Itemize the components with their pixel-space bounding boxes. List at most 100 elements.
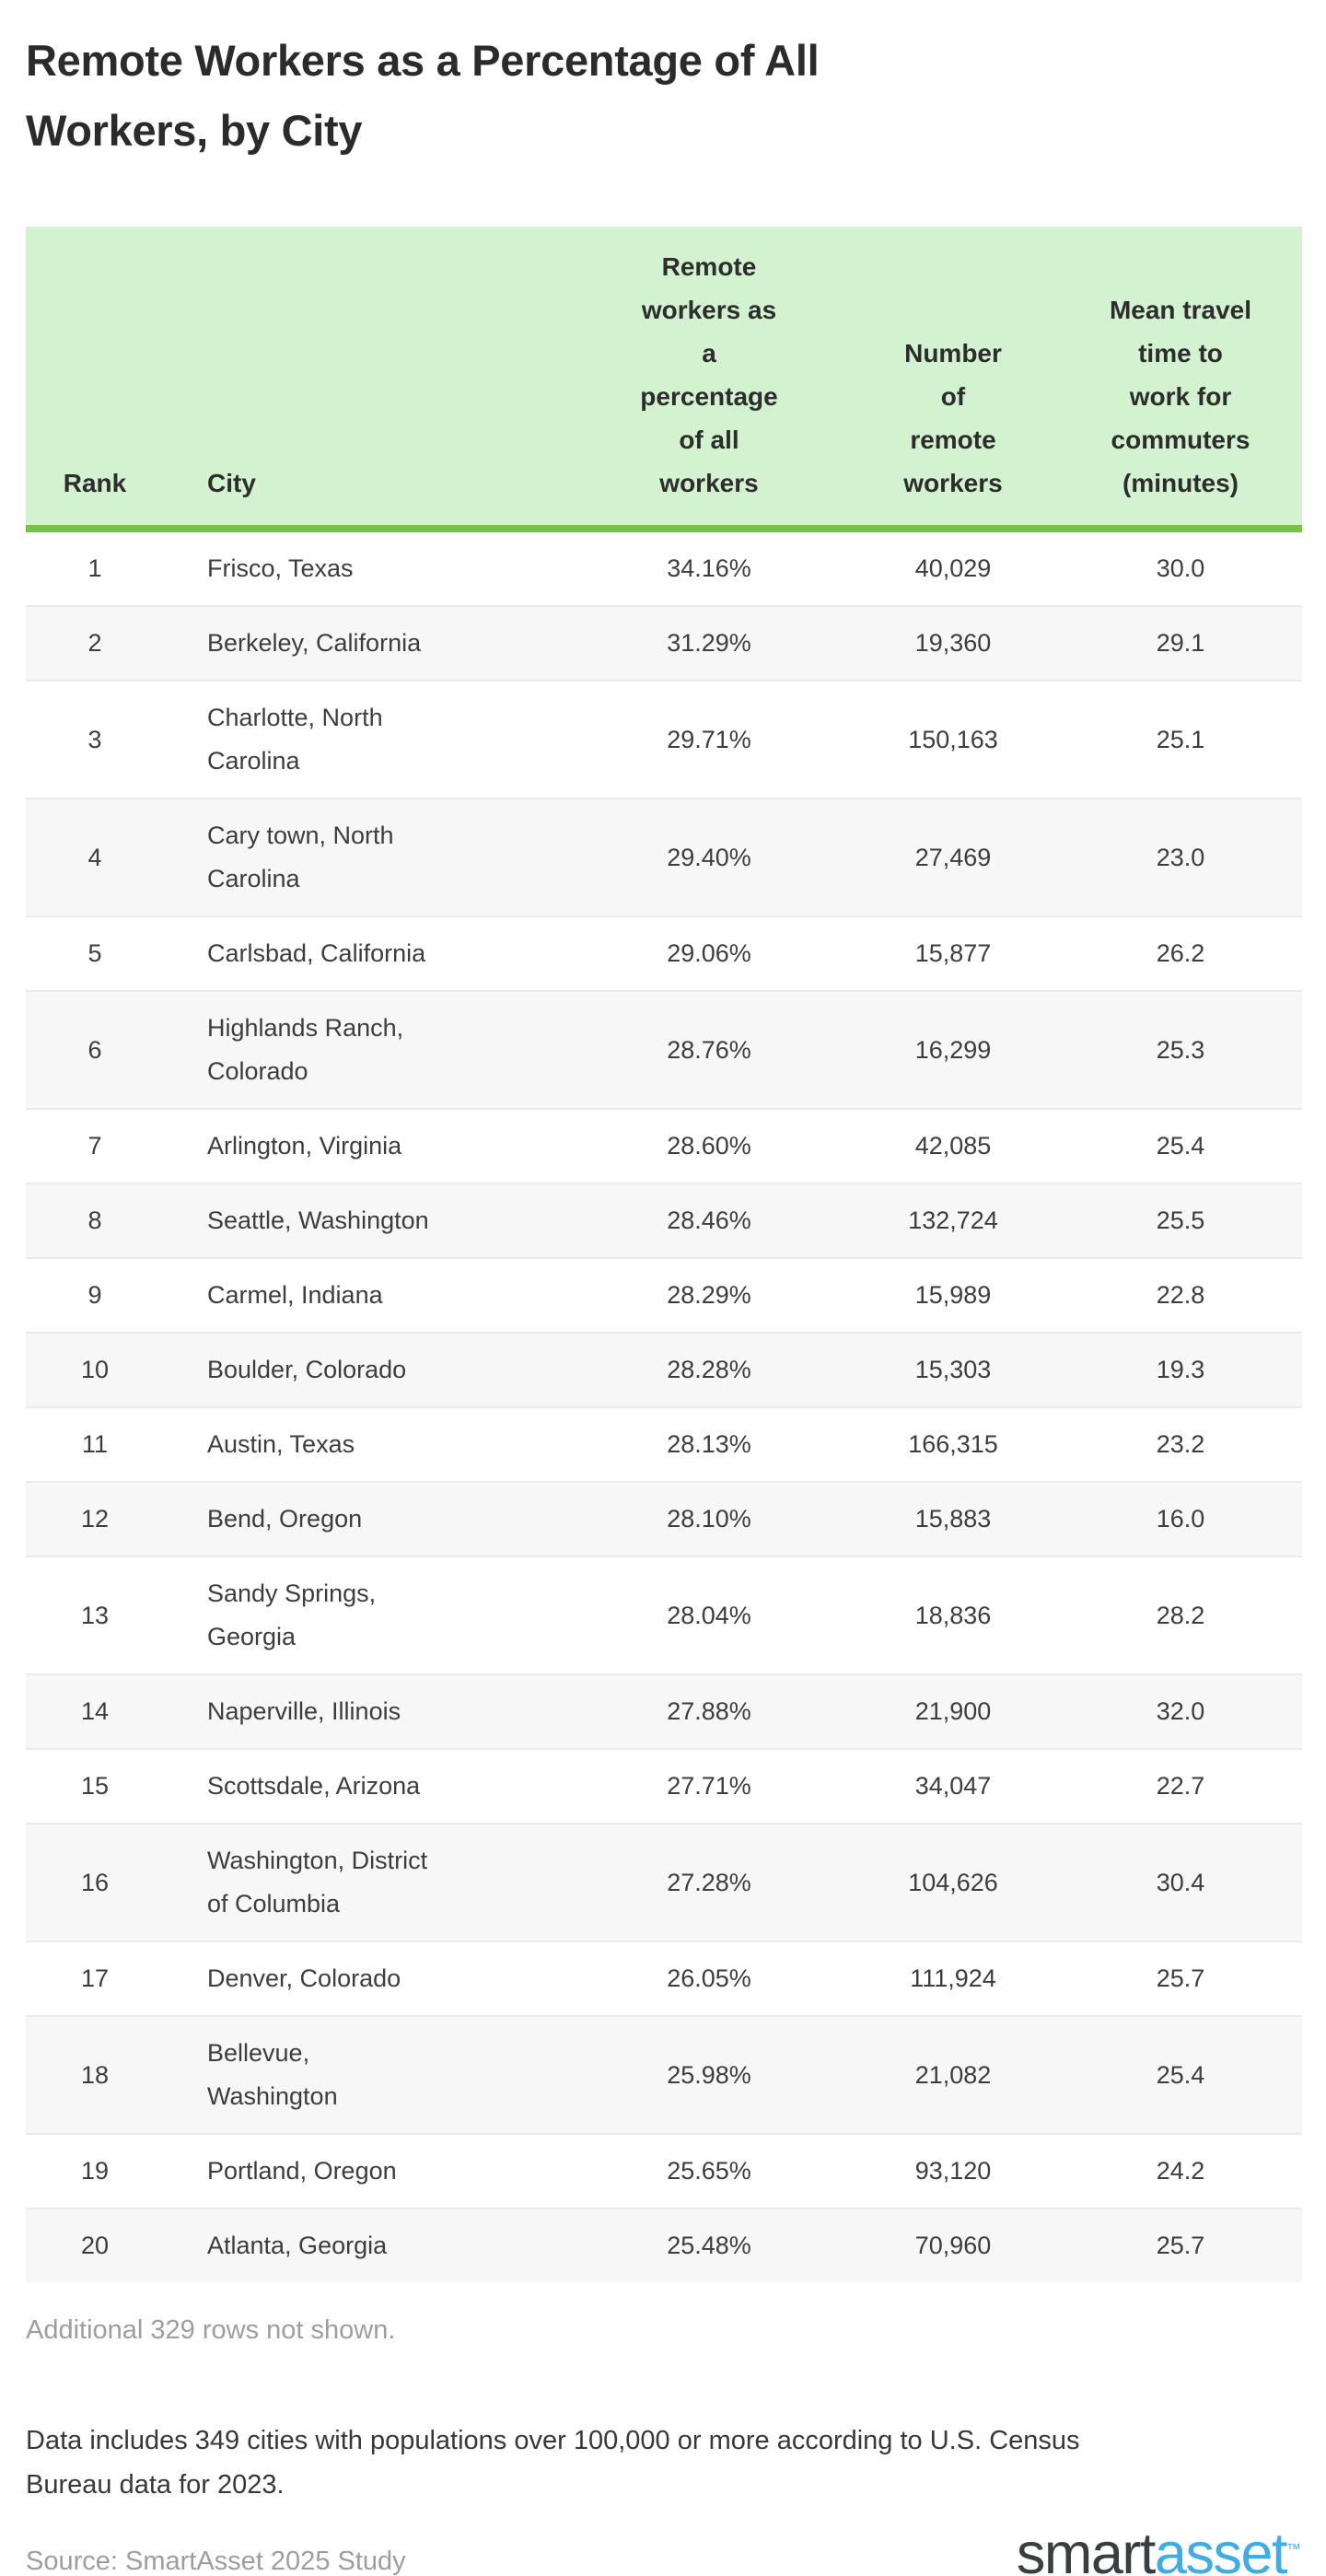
num-cell: 18,836 bbox=[914, 1601, 992, 1629]
rank-cell: 16 bbox=[80, 1868, 110, 1896]
num-cell: 93,120 bbox=[914, 2157, 992, 2185]
pct-cell: 29.06% bbox=[667, 939, 751, 967]
city-cell: Sandy Springs, Georgia bbox=[207, 1579, 377, 1650]
city-cell: Carlsbad, California bbox=[207, 939, 426, 967]
source-text: Source: SmartAsset 2025 Study bbox=[26, 2547, 406, 2576]
table-row: 17 Denver, Colorado 26.05% 111,924 25.7 bbox=[26, 1941, 1302, 2016]
column-header-remote-num: Number of remote workers bbox=[847, 227, 1059, 529]
rank-cell: 3 bbox=[87, 725, 102, 753]
rank-cell: 4 bbox=[87, 843, 102, 871]
travel-cell: 30.4 bbox=[1156, 1868, 1205, 1896]
table-row: 2 Berkeley, California 31.29% 19,360 29.1 bbox=[26, 606, 1302, 681]
city-cell: Naperville, Illinois bbox=[207, 1697, 401, 1725]
num-cell: 70,960 bbox=[914, 2232, 992, 2259]
remote-workers-table: Rank City Remote workers as a percentage… bbox=[26, 227, 1302, 2282]
pct-cell: 28.29% bbox=[667, 1281, 751, 1309]
city-cell: Frisco, Texas bbox=[207, 554, 354, 582]
pct-cell: 28.60% bbox=[667, 1132, 751, 1160]
travel-cell: 25.5 bbox=[1156, 1206, 1205, 1234]
num-cell: 34,047 bbox=[914, 1772, 992, 1800]
num-cell: 19,360 bbox=[914, 629, 992, 657]
travel-cell: 23.2 bbox=[1156, 1430, 1205, 1458]
travel-cell: 25.4 bbox=[1156, 2060, 1205, 2089]
num-cell: 16,299 bbox=[914, 1035, 992, 1064]
travel-cell: 28.2 bbox=[1156, 1601, 1205, 1629]
travel-cell: 24.2 bbox=[1156, 2157, 1205, 2185]
column-header-travel-time: Mean travel time to work for commuters (… bbox=[1059, 227, 1302, 529]
table-row: 13 Sandy Springs, Georgia 28.04% 18,836 28.2 bbox=[26, 1556, 1302, 1674]
pct-cell: 28.28% bbox=[667, 1356, 751, 1383]
rank-cell: 8 bbox=[87, 1206, 102, 1234]
smartasset-logo: smartasset™ bbox=[1017, 2525, 1301, 2576]
num-cell: 27,469 bbox=[914, 843, 992, 871]
city-cell: Bellevue, Washington bbox=[207, 2039, 338, 2110]
travel-cell: 25.7 bbox=[1156, 2232, 1205, 2259]
pct-cell: 31.29% bbox=[667, 629, 751, 657]
trademark-symbol: ™ bbox=[1286, 2542, 1301, 2558]
num-cell: 21,900 bbox=[914, 1697, 992, 1725]
travel-cell: 30.0 bbox=[1156, 554, 1205, 582]
table-row: 12 Bend, Oregon 28.10% 15,883 16.0 bbox=[26, 1482, 1302, 1556]
table-row: 15 Scottsdale, Arizona 27.71% 34,047 22.7 bbox=[26, 1749, 1302, 1824]
rank-cell: 17 bbox=[80, 1964, 110, 1992]
table-row: 10 Boulder, Colorado 28.28% 15,303 19.3 bbox=[26, 1333, 1302, 1407]
rank-cell: 19 bbox=[80, 2157, 110, 2185]
travel-cell: 22.7 bbox=[1156, 1772, 1205, 1800]
additional-rows-note: Additional 329 rows not shown. bbox=[26, 2315, 396, 2345]
pct-cell: 28.04% bbox=[667, 1601, 751, 1629]
pct-cell: 27.88% bbox=[667, 1697, 751, 1725]
travel-cell: 23.0 bbox=[1156, 843, 1205, 871]
rank-cell: 2 bbox=[87, 629, 102, 657]
travel-cell: 25.1 bbox=[1156, 725, 1205, 753]
rank-cell: 13 bbox=[80, 1601, 110, 1629]
city-cell: Seattle, Washington bbox=[207, 1206, 429, 1234]
num-cell: 166,315 bbox=[908, 1430, 998, 1458]
table-row: 1 Frisco, Texas 34.16% 40,029 30.0 bbox=[26, 529, 1302, 606]
travel-cell: 25.4 bbox=[1156, 1132, 1205, 1160]
rank-cell: 11 bbox=[81, 1430, 109, 1458]
pct-cell: 26.05% bbox=[667, 1964, 751, 1992]
city-cell: Bend, Oregon bbox=[207, 1505, 363, 1533]
rank-cell: 14 bbox=[80, 1697, 110, 1725]
rank-cell: 6 bbox=[87, 1035, 102, 1064]
city-cell: Austin, Texas bbox=[207, 1430, 355, 1458]
travel-cell: 25.3 bbox=[1156, 1035, 1205, 1064]
num-cell: 15,877 bbox=[914, 939, 992, 967]
data-source-note: Data includes 349 cities with population… bbox=[26, 2426, 1080, 2500]
logo-text-asset: asset bbox=[1154, 2522, 1288, 2576]
num-cell: 21,082 bbox=[914, 2060, 992, 2089]
travel-cell: 26.2 bbox=[1156, 939, 1205, 967]
num-cell: 15,303 bbox=[914, 1356, 992, 1383]
city-cell: Highlands Ranch, Colorado bbox=[207, 1014, 404, 1085]
table-row: 11 Austin, Texas 28.13% 166,315 23.2 bbox=[26, 1407, 1302, 1482]
column-header-city: City bbox=[164, 227, 571, 529]
city-cell: Cary town, North Carolina bbox=[207, 822, 394, 892]
travel-cell: 29.1 bbox=[1156, 629, 1205, 657]
num-cell: 15,883 bbox=[914, 1505, 992, 1533]
table-row: 9 Carmel, Indiana 28.29% 15,989 22.8 bbox=[26, 1258, 1302, 1333]
table-row: 20 Atlanta, Georgia 25.48% 70,960 25.7 bbox=[26, 2209, 1302, 2282]
pct-cell: 28.46% bbox=[667, 1206, 751, 1234]
pct-cell: 28.76% bbox=[667, 1035, 751, 1064]
num-cell: 150,163 bbox=[908, 725, 998, 753]
table-row: 3 Charlotte, North Carolina 29.71% 150,163 2… bbox=[26, 681, 1302, 798]
column-header-rank: Rank bbox=[26, 227, 164, 529]
pct-cell: 27.28% bbox=[667, 1868, 751, 1896]
pct-cell: 28.10% bbox=[667, 1505, 751, 1533]
table-body: 1 Frisco, Texas 34.16% 40,029 30.0 2 Berkeley,… bbox=[26, 529, 1302, 2282]
table-header: Rank City Remote workers as a percentage… bbox=[26, 227, 1302, 529]
pct-cell: 25.98% bbox=[667, 2060, 751, 2089]
num-cell: 15,989 bbox=[914, 1281, 992, 1309]
pct-cell: 29.71% bbox=[667, 725, 751, 753]
table-row: 6 Highlands Ranch, Colorado 28.76% 16,299 25… bbox=[26, 991, 1302, 1109]
table-row: 4 Cary town, North Carolina 29.40% 27,469 23… bbox=[26, 798, 1302, 916]
city-cell: Boulder, Colorado bbox=[207, 1356, 407, 1383]
table-row: 7 Arlington, Virginia 28.60% 42,085 25.4 bbox=[26, 1109, 1302, 1183]
rank-cell: 20 bbox=[80, 2232, 110, 2259]
city-cell: Charlotte, North Carolina bbox=[207, 704, 383, 775]
city-cell: Portland, Oregon bbox=[207, 2157, 397, 2185]
pct-cell: 34.16% bbox=[667, 554, 751, 582]
table-row: 14 Naperville, Illinois 27.88% 21,900 32.0 bbox=[26, 1674, 1302, 1749]
num-cell: 42,085 bbox=[914, 1132, 992, 1160]
